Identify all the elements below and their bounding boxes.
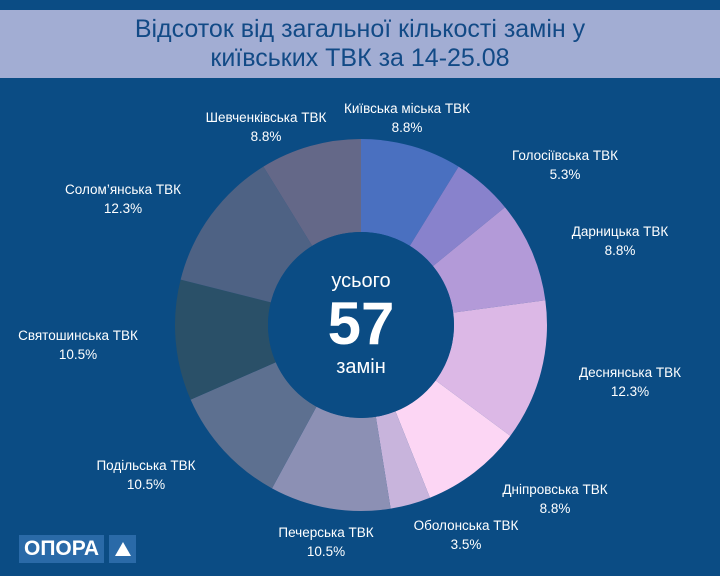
triangle-icon [109,535,137,563]
donut-slice [271,406,391,511]
title-banner: Відсоток від загальної кількості замін у… [0,10,720,78]
slice-label: Дарницька ТВК 8.8% [571,224,669,258]
center-total: 57 [327,290,395,357]
opora-logo: ОПОРА [19,535,137,563]
donut-slice [361,139,459,246]
slice-label: Київська міська ТВК 8.8% [343,101,471,135]
slice-label: Солом’янська ТВК 12.3% [65,182,181,216]
slice-label: Оболонська ТВК 3.5% [413,518,519,552]
donut-slice [409,166,505,267]
slice-label: Дніпровська ТВК 8.8% [502,482,608,516]
slice-label: Голосіївська ТВК 5.3% [511,148,619,182]
slice-label: Печерська ТВК 10.5% [278,525,374,559]
donut-slice [435,300,547,436]
slice-label: Святошинська ТВК 10.5% [18,328,138,362]
slice-label: Шевченківська ТВК 8.8% [205,110,327,144]
donut-slice [263,139,361,246]
donut-hole [268,232,454,418]
donut-slice [375,411,430,509]
donut-slice [180,166,313,303]
logo-text: ОПОРА [19,535,105,563]
chart-title-line-1: Відсоток від загальної кількості замін у [134,15,586,43]
donut-slice [432,207,546,313]
center-top-text: усього [331,270,391,292]
slice-label: Деснянська ТВК 12.3% [579,365,681,399]
donut-slice [190,362,317,489]
center-bottom-text: замін [336,356,386,378]
donut-slice [175,279,276,400]
slice-label: Подільська ТВК 10.5% [96,458,196,492]
donut-center: усього 57 замін [328,270,395,378]
chart-title-line-2: київських ТВК за 14-25.08 [210,44,510,72]
donut-slice [395,380,511,498]
